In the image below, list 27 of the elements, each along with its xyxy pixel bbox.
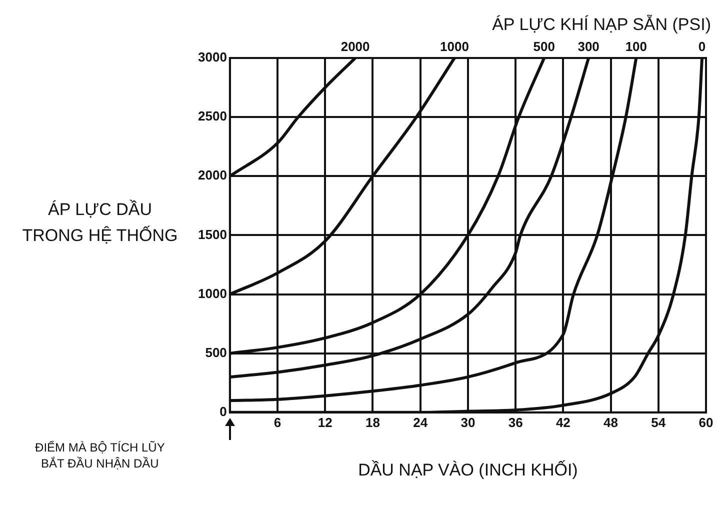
x-tick-label: 30 — [460, 414, 476, 430]
text: ĐIỂM MÀ BỘ TÍCH LŨY BẮT ĐẦU NHẬN DẦU — [35, 440, 165, 471]
x-tick-label: 36 — [508, 414, 523, 430]
x-tick-label: 18 — [366, 414, 380, 430]
x-tick-label: 60 — [698, 414, 714, 430]
y-tick-label: 2500 — [198, 108, 227, 124]
series-label: 100 — [625, 39, 648, 54]
y-tick-label: 3000 — [198, 50, 227, 65]
legend-title: ÁP LỰC KHÍ NẠP SẴN (PSI) — [492, 14, 711, 34]
series-label: 500 — [533, 39, 555, 54]
x-tick-label: 42 — [556, 414, 570, 430]
y-tick-label: 0 — [220, 404, 227, 419]
x-tick-label: 6 — [274, 414, 282, 430]
series-label: 0 — [698, 39, 706, 54]
y-tick-label: 2000 — [198, 168, 227, 183]
series-label: 300 — [578, 39, 600, 54]
y-axis-title: ÁP LỰC DẦU TRONG HỆ THỐNG — [22, 198, 178, 245]
x-axis-title: DẦU NẠP VÀO (INCH KHỐI) — [358, 460, 578, 480]
y-tick-label: 500 — [205, 344, 227, 360]
y-tick-label: 1500 — [198, 226, 227, 242]
x-tick-label: 12 — [318, 414, 332, 430]
x-tick-label: 24 — [413, 414, 428, 430]
y-tick-label: 1000 — [198, 286, 227, 301]
x-tick-label: 48 — [604, 414, 618, 430]
x-tick-label: 54 — [651, 414, 666, 430]
series-label: 1000 — [440, 39, 469, 54]
series-label: 2000 — [340, 39, 370, 54]
